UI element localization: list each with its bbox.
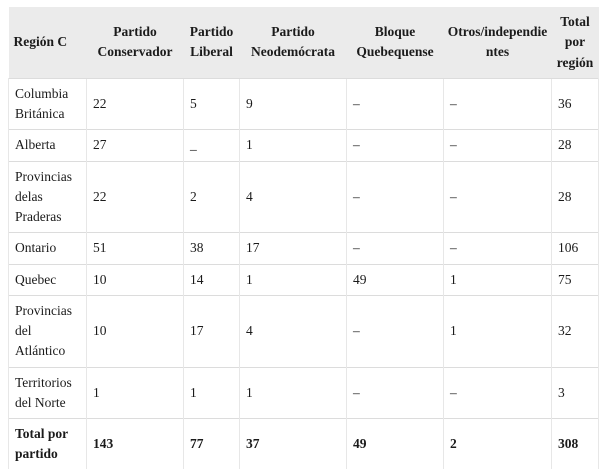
value-cell: – [346, 294, 444, 367]
value-cell: 22 [86, 160, 184, 233]
value-cell: 28 [551, 129, 599, 161]
value-cell: 17 [239, 232, 347, 264]
value-cell: 106 [551, 232, 599, 264]
value-cell: 1 [183, 366, 240, 419]
value-cell: 2 [183, 160, 240, 233]
value-cell: 308 [551, 418, 599, 469]
value-cell: 77 [183, 418, 240, 469]
value-cell: 2 [443, 418, 552, 469]
value-cell: – [443, 160, 552, 233]
table-row: Columbia Británica 22 5 9– –36 [8, 77, 599, 130]
value-cell: 1 [239, 263, 347, 296]
value-cell: – [443, 232, 552, 264]
value-cell: – [346, 77, 444, 130]
header-row: Región C Partido Conservador Partido Liber… [8, 7, 599, 79]
value-cell: 14 [183, 263, 240, 296]
region-cell: Territorios del Norte [8, 366, 87, 419]
value-cell: 1 [443, 263, 552, 296]
region-cell: Alberta [8, 129, 87, 161]
value-cell: 5 [183, 77, 240, 130]
value-cell: 51 [86, 232, 184, 264]
table-row: Territorios del Norte 1 1 1– –3 [8, 366, 599, 419]
value-cell: 1 [86, 366, 184, 419]
value-cell: 143 [86, 418, 184, 469]
total-row: Total por partido 143 77 37 49 2 308 [8, 418, 599, 469]
value-cell: – [443, 129, 552, 161]
column-header-1: Partido Conservador [86, 7, 184, 79]
value-cell: – [443, 77, 552, 130]
value-cell: _ [183, 129, 240, 161]
value-cell: 9 [239, 77, 347, 130]
region-cell: Columbia Británica [8, 77, 87, 130]
value-cell: 27 [86, 129, 184, 161]
value-cell: 22 [86, 77, 184, 130]
value-cell: 1 [239, 366, 347, 419]
column-header-6: Total por región [551, 7, 599, 79]
value-cell: 3 [551, 366, 599, 419]
value-cell: 36 [551, 77, 599, 130]
value-cell: 75 [551, 263, 599, 296]
table-row: Quebec 10 14 1 49 1 75 [8, 263, 599, 296]
value-cell: – [443, 366, 552, 419]
table-row: Provincias del Atlántico 10 17 4–1 32 [8, 294, 599, 367]
value-cell: 1 [443, 294, 552, 367]
column-header-3: Partido Neodemócrata [239, 7, 347, 79]
value-cell: – [346, 160, 444, 233]
table-row: Alberta 27 _ 1– –28 [8, 129, 599, 161]
region-cell: Provincias delas Praderas [8, 160, 87, 233]
value-cell: 32 [551, 294, 599, 367]
region-cell: Ontario [8, 232, 87, 264]
region-cell: Provincias del Atlántico [8, 294, 87, 367]
table-row: Provincias delas Praderas 22 2 4– –28 [8, 160, 599, 233]
value-cell: 17 [183, 294, 240, 367]
value-cell: 10 [86, 263, 184, 296]
region-cell: Total por partido [8, 418, 87, 469]
column-header-2: Partido Liberal [183, 7, 240, 79]
value-cell: – [346, 129, 444, 161]
value-cell: 49 [346, 418, 444, 469]
value-cell: – [346, 232, 444, 264]
column-header-4: Bloque Quebequense [346, 7, 444, 79]
column-header-5: Otros/independientes [443, 7, 552, 79]
value-cell: 4 [239, 160, 347, 233]
value-cell: 28 [551, 160, 599, 233]
value-cell: 38 [183, 232, 240, 264]
value-cell: 37 [239, 418, 347, 469]
table-body: Columbia Británica 22 5 9– –36 Alberta 27 _ 1– –2… [8, 77, 599, 469]
value-cell: 4 [239, 294, 347, 367]
value-cell: 49 [346, 263, 444, 296]
table-row: Ontario 51 38 17– –106 [8, 232, 599, 264]
value-cell: 1 [239, 129, 347, 161]
column-header-0: Región C [8, 7, 87, 79]
value-cell: – [346, 366, 444, 419]
value-cell: 10 [86, 294, 184, 367]
region-cell: Quebec [8, 263, 87, 296]
election-results-table: Región C Partido Conservador Partido Liber… [8, 7, 599, 469]
